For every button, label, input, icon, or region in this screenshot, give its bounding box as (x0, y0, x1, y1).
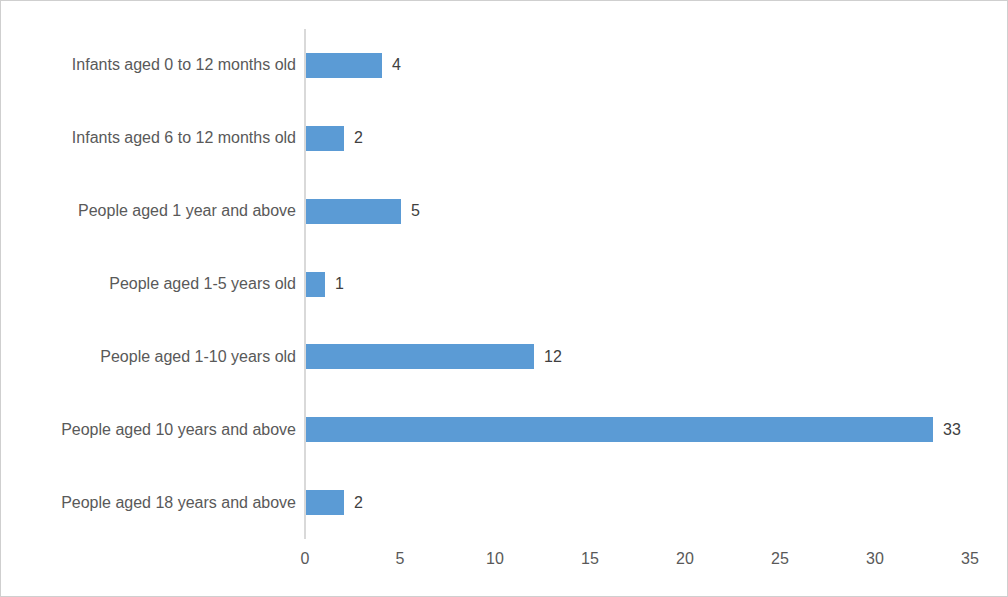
bar (306, 199, 401, 224)
x-tick-label: 20 (676, 550, 694, 568)
category-label: People aged 10 years and above (1, 421, 306, 439)
bar (306, 344, 534, 369)
category-label: People aged 1-10 years old (1, 348, 306, 366)
value-label: 2 (354, 494, 363, 512)
x-tick-label: 0 (301, 550, 310, 568)
x-tick-label: 15 (581, 550, 599, 568)
x-tick-label: 10 (486, 550, 504, 568)
value-label: 1 (335, 275, 344, 293)
category-label: People aged 1-5 years old (1, 275, 306, 293)
bar (306, 490, 344, 515)
category-label: Infants aged 6 to 12 months old (1, 129, 306, 147)
chart-row: People aged 1-5 years old 1 (1, 248, 1007, 321)
x-axis: 05101520253035 (305, 550, 970, 572)
category-label: People aged 1 year and above (1, 202, 306, 220)
value-label: 2 (354, 129, 363, 147)
bar (306, 126, 344, 151)
x-tick-label: 25 (771, 550, 789, 568)
value-label: 33 (943, 421, 961, 439)
value-label: 12 (544, 348, 562, 366)
x-tick-label: 5 (396, 550, 405, 568)
chart-row: People aged 1-10 years old 12 (1, 320, 1007, 393)
chart-rows: Infants aged 0 to 12 months old4Infants … (1, 29, 1007, 539)
x-tick-label: 35 (961, 550, 979, 568)
value-label: 4 (392, 56, 401, 74)
x-tick-label: 30 (866, 550, 884, 568)
value-label: 5 (411, 202, 420, 220)
bar-chart: Infants aged 0 to 12 months old4Infants … (0, 0, 1008, 597)
bar (306, 272, 325, 297)
chart-row: People aged 18 years and above 2 (1, 466, 1007, 539)
bar (306, 53, 382, 78)
bar (306, 417, 933, 442)
category-label: Infants aged 0 to 12 months old (1, 56, 306, 74)
chart-row: Infants aged 6 to 12 months old 2 (1, 102, 1007, 175)
chart-row: People aged 10 years and above 33 (1, 393, 1007, 466)
category-label: People aged 18 years and above (1, 494, 306, 512)
chart-row: People aged 1 year and above 5 (1, 175, 1007, 248)
chart-row: Infants aged 0 to 12 months old 4 (1, 29, 1007, 102)
